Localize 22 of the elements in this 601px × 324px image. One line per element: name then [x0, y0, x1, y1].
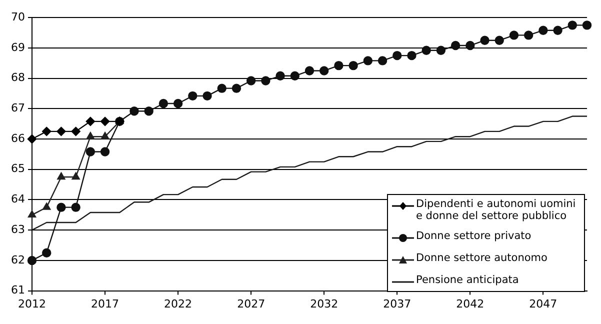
legend-label: Donne settore autonomo — [416, 252, 548, 264]
y-tick-label: 70 — [10, 10, 25, 24]
x-tick-label: 2022 — [164, 297, 192, 310]
y-tick-label: 69 — [10, 40, 25, 54]
legend-label: Pensione anticipata — [416, 274, 519, 286]
x-tick-label: 2032 — [310, 297, 338, 310]
y-tick-label: 67 — [10, 102, 25, 115]
y-tick-label: 61 — [10, 284, 25, 297]
y-tick-label: 64 — [10, 192, 25, 206]
y-tick-label: 63 — [10, 222, 25, 236]
legend-label: Donne settore privato — [416, 230, 532, 242]
x-tick-label: 2012 — [18, 297, 46, 310]
x-tick-label: 2037 — [383, 297, 412, 310]
x-tick-label: 2027 — [237, 297, 266, 310]
legend-label: Dipendenti e autonomi uomini e donne del settore pubblico — [416, 198, 577, 222]
y-tick-label: 68 — [10, 71, 25, 84]
x-tick-label: 2042 — [456, 297, 484, 310]
y-tick-label: 66 — [10, 132, 25, 145]
x-tick-label: 2017 — [91, 297, 120, 310]
y-tick-label: 62 — [10, 253, 25, 266]
x-tick-label: 2047 — [529, 297, 558, 310]
y-tick-label: 65 — [10, 162, 25, 176]
